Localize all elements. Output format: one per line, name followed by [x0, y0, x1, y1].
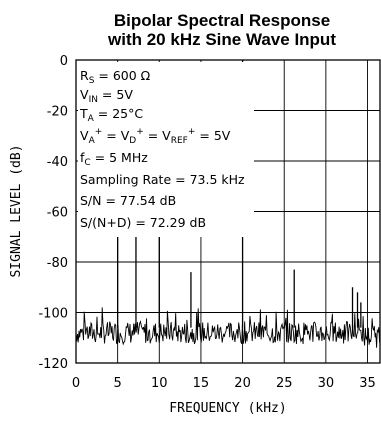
x-tick-label: 30 — [318, 376, 335, 391]
y-tick-label: -20 — [47, 105, 68, 120]
x-tick-label: 5 — [114, 376, 122, 391]
y-tick-labels: 0 -20 -40 -60 -80 -100 -120 — [38, 54, 68, 372]
annotation-fc: fC = 5 MHz — [80, 150, 148, 168]
annotation-block: RS = 600 Ω VIN = 5V TA = 25°C VA+ = VD+ … — [78, 62, 254, 237]
annotation-rs: RS = 600 Ω — [80, 68, 151, 86]
y-axis-label: SIGNAL LEVEL (dB) — [9, 144, 24, 277]
chart-title-line-1: Bipolar Spectral Response — [114, 11, 330, 30]
annotation-sampling-rate: Sampling Rate = 73.5 kHz — [80, 172, 245, 187]
annotation-ta: TA = 25°C — [79, 106, 143, 124]
x-tick-label: 0 — [72, 376, 80, 391]
chart-title-line-2: with 20 kHz Sine Wave Input — [107, 30, 336, 49]
x-axis-label: FREQUENCY (kHz) — [169, 401, 286, 416]
y-tick-label: -120 — [38, 357, 68, 372]
y-tick-label: -60 — [47, 206, 68, 221]
plot-frame — [75, 59, 381, 364]
x-tick-label: 10 — [151, 376, 168, 391]
y-tick-label: -80 — [47, 256, 68, 271]
noise-floor-trace — [75, 294, 381, 348]
x-tick-label: 25 — [276, 376, 293, 391]
annotation-sn: S/N = 77.54 dB — [80, 193, 176, 208]
annotation-snd: S/(N+D) = 72.29 dB — [80, 215, 206, 230]
x-tick-labels: 0 5 10 15 20 25 30 35 — [72, 376, 376, 391]
x-tick-label: 35 — [359, 376, 376, 391]
x-tick-label: 20 — [234, 376, 251, 391]
y-tick-label: -40 — [47, 155, 68, 170]
y-tick-label: -100 — [38, 307, 68, 322]
y-tick-label: 0 — [60, 54, 68, 69]
x-tick-label: 15 — [193, 376, 210, 391]
